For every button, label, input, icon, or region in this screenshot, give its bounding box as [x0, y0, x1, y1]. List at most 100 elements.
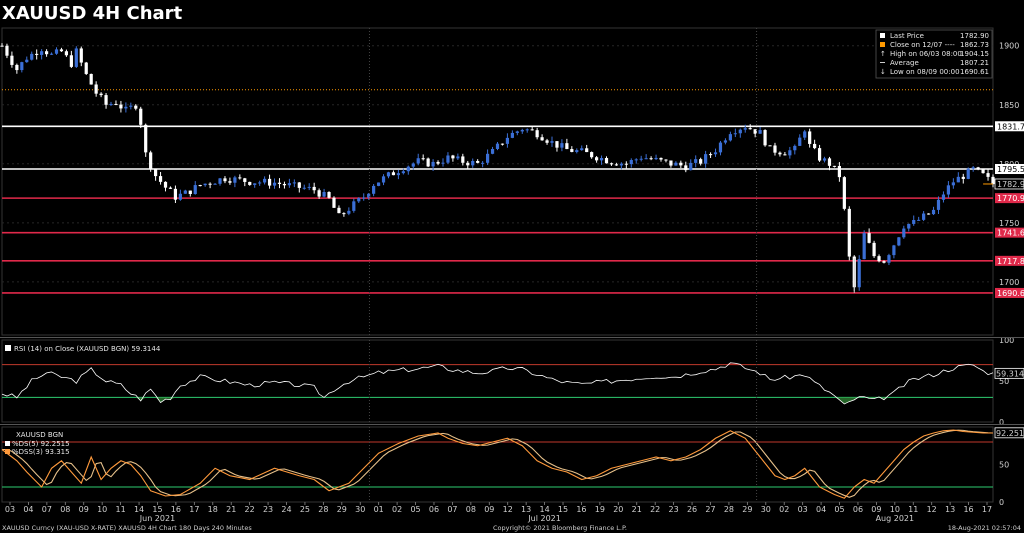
- x-tick-label: 17: [189, 505, 199, 514]
- candle-body: [64, 51, 69, 56]
- x-tick-label: 19: [595, 505, 605, 514]
- rsi-panel: 0 50 100 RSI (14) on Close (XAUUSD BGN) 59.…: [1, 336, 1024, 427]
- candle-body: [961, 176, 965, 179]
- candle-body: [218, 178, 222, 184]
- candle-body: [545, 140, 549, 143]
- candle-body: [827, 158, 832, 166]
- candle-body: [917, 219, 921, 221]
- candle-body: [694, 159, 698, 163]
- x-tick-label: 28: [724, 505, 734, 514]
- candle-body: [203, 183, 207, 186]
- legend-swatch: [880, 42, 885, 47]
- x-tick-label: 02: [779, 505, 789, 514]
- candle-body: [699, 159, 703, 164]
- candle-body: [35, 53, 39, 55]
- candle-body: [743, 128, 747, 130]
- candle-body: [277, 182, 282, 184]
- candle-body: [357, 198, 361, 202]
- x-tick-label: 03: [5, 505, 15, 514]
- candle-body: [575, 150, 579, 152]
- candle-body: [505, 137, 510, 144]
- candle-body: [426, 158, 430, 167]
- candle-body: [684, 165, 688, 171]
- legend-label: Low on 08/09 00:00: [890, 68, 960, 76]
- candle-body: [59, 49, 64, 52]
- candle-body: [15, 64, 19, 71]
- candle-body: [158, 176, 163, 182]
- candle-body: [609, 163, 614, 165]
- candle-body: [565, 143, 569, 150]
- candle-body: [411, 163, 415, 167]
- candle-body: [877, 256, 881, 262]
- candle-body: [114, 103, 118, 105]
- candle-body: [129, 105, 133, 107]
- candle-body: [778, 152, 782, 155]
- x-tick-label: 23: [263, 505, 273, 514]
- x-tick-label: 11: [116, 505, 126, 514]
- candle-body: [451, 155, 455, 159]
- candle-body: [287, 183, 291, 186]
- rsi-frame: [1, 339, 994, 423]
- x-tick-label: 04: [23, 505, 33, 514]
- candle-body: [386, 172, 391, 177]
- candle-body: [887, 255, 891, 263]
- x-tick-label: 04: [816, 505, 826, 514]
- dss-legend: %DSS(3) 93.315: [12, 448, 70, 456]
- x-tick-label: 26: [687, 505, 697, 514]
- ds-line: [1, 429, 993, 499]
- candle-body: [590, 152, 594, 158]
- x-tick-label: 16: [171, 505, 181, 514]
- y-tick-label: 1700: [999, 278, 1019, 287]
- dss-line: [2, 429, 994, 498]
- rsi-legend-swatch: [5, 345, 11, 351]
- candle-body: [471, 160, 475, 166]
- candle-body: [367, 193, 371, 198]
- candle-body: [525, 129, 529, 131]
- candle-body: [644, 158, 648, 160]
- candle-body: [198, 185, 202, 187]
- footer-right: 18-Aug-2021 02:57:04: [948, 524, 1021, 532]
- candle-body: [312, 186, 316, 191]
- candle-body: [5, 45, 9, 56]
- candle-body: [248, 181, 252, 185]
- rsi-last-value: 59.3144: [996, 369, 1024, 378]
- candle-body: [466, 162, 470, 166]
- candle-body: [912, 220, 916, 224]
- candle-body: [144, 124, 148, 153]
- candle-body: [793, 145, 797, 151]
- x-tick-label: 05: [834, 505, 844, 514]
- level-tag: [995, 227, 1024, 238]
- candle-body: [267, 178, 272, 186]
- candle-body: [991, 176, 995, 185]
- candle-body: [604, 158, 609, 164]
- candle-body: [481, 162, 485, 164]
- candle-body: [788, 150, 792, 156]
- candle-body: [649, 158, 653, 160]
- candle-body: [817, 148, 822, 161]
- candle-body: [490, 148, 495, 154]
- legend-value: 1690.61: [960, 68, 989, 76]
- candle-body: [966, 168, 970, 179]
- ds-legend: %DS(5) 92.2515: [12, 440, 70, 448]
- candle-body: [520, 129, 524, 132]
- level-tag: [995, 255, 1024, 266]
- candle-body: [728, 134, 732, 141]
- candle-body: [842, 177, 846, 209]
- chart-title: XAUUSD 4H Chart: [2, 3, 183, 24]
- x-tick-label: 23: [669, 505, 679, 514]
- candle-body: [124, 106, 128, 109]
- level-tag: [995, 287, 1024, 298]
- candle-body: [154, 169, 158, 177]
- candle-body: [10, 55, 14, 65]
- legend-value: 1807.21: [960, 59, 989, 67]
- x-tick-label: 07: [447, 505, 457, 514]
- x-tick-label: 29: [337, 505, 347, 514]
- candle-body: [253, 183, 257, 185]
- candle-body: [446, 155, 450, 163]
- candle-body: [624, 163, 628, 165]
- candle-body: [971, 167, 975, 169]
- rsi-tick-label: 100: [999, 336, 1014, 345]
- x-tick-label: 29: [742, 505, 752, 514]
- x-tick-label: 15: [558, 505, 568, 514]
- x-tick-label: 10: [97, 505, 107, 514]
